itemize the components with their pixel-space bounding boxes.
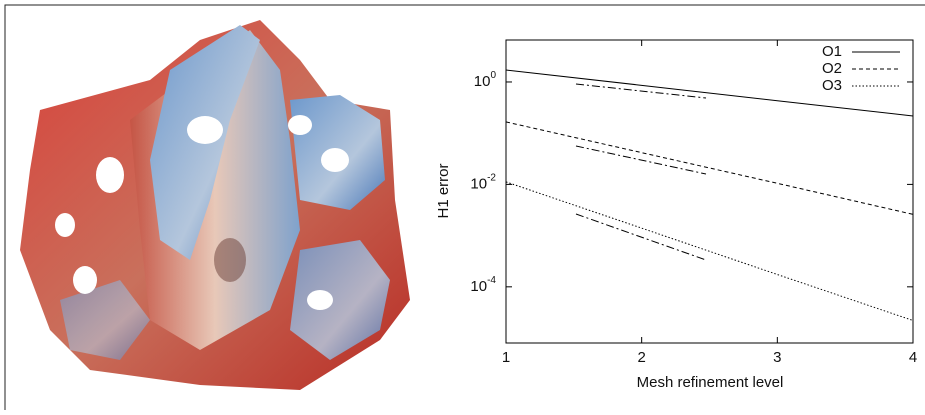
reference-slopes — [575, 83, 707, 261]
series-line — [505, 181, 914, 321]
y-tick-label: 100 — [474, 70, 497, 90]
x-tick-label: 2 — [637, 349, 645, 366]
y-tick-label: 10-2 — [470, 172, 496, 192]
tick-base: 10 — [474, 73, 491, 90]
x-axis-label: Mesh refinement level — [637, 374, 784, 391]
plot-frame — [505, 39, 914, 344]
frame — [4, 4, 925, 415]
y-tick-label: 10-4 — [470, 274, 496, 294]
tick-base: 10 — [470, 278, 487, 295]
y-axis-label: H1 error — [435, 163, 452, 218]
render-3d — [20, 20, 410, 390]
series-line — [505, 69, 914, 117]
x-tick-label: 4 — [909, 349, 917, 366]
tick-exponent: 0 — [490, 70, 496, 81]
tick-base: 10 — [470, 175, 487, 192]
tick-exponent: -2 — [487, 172, 496, 183]
legend-label: O2 — [822, 60, 842, 77]
legend-label: O1 — [822, 43, 842, 60]
x-tick-label: 1 — [502, 349, 510, 366]
legend-label: O3 — [822, 77, 842, 94]
x-tick-label: 3 — [773, 349, 781, 366]
series-line — [505, 121, 914, 215]
tick-exponent: -4 — [487, 274, 496, 285]
chart: Mesh refinement level H1 error 1 2 3 410010… — [435, 39, 917, 391]
